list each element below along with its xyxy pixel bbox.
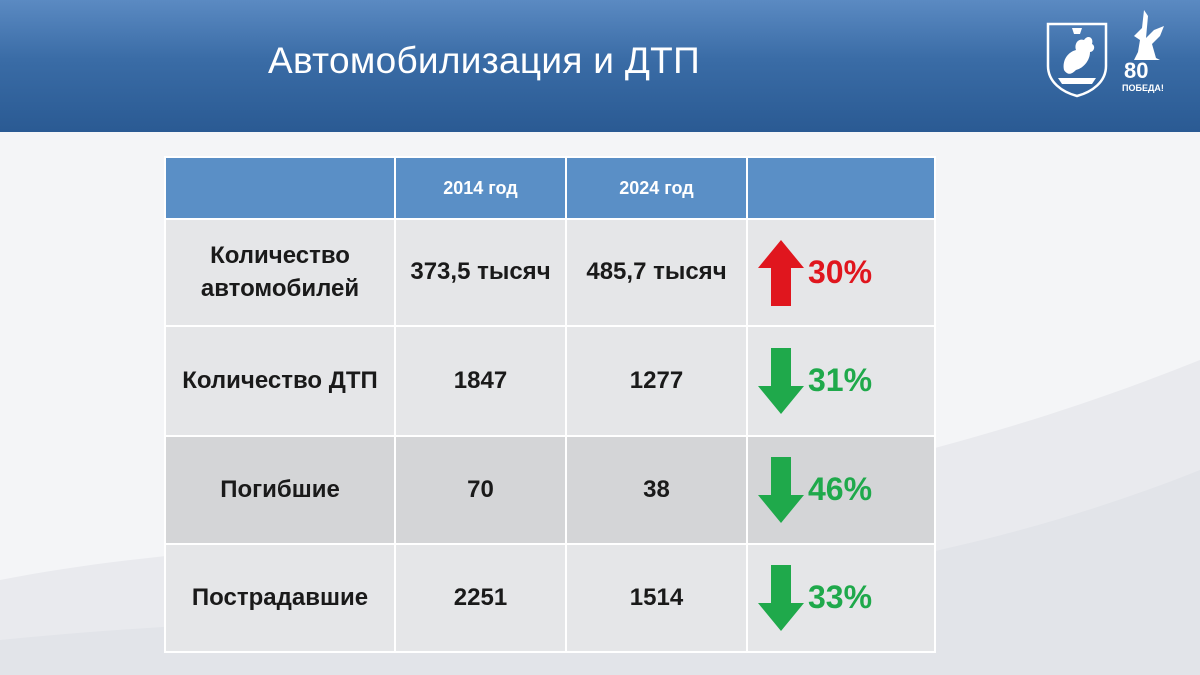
row-label: Погибшие bbox=[164, 435, 396, 545]
change-cell: 30% bbox=[746, 218, 936, 327]
table-row: Пострадавшие 2251 1514 33% bbox=[164, 543, 936, 653]
slide-header: Автомобилизация и ДТП 80 ПОБЕДА! bbox=[0, 0, 1200, 132]
row-label: Количество автомобилей bbox=[164, 218, 396, 327]
table-row: Погибшие 70 38 46% bbox=[164, 435, 936, 545]
value-2024: 1514 bbox=[565, 543, 748, 653]
change-cell: 46% bbox=[746, 435, 936, 545]
header-change-cell bbox=[746, 156, 936, 220]
arrow-up-icon bbox=[758, 239, 804, 306]
table-header-row: 2014 год 2024 год bbox=[164, 156, 936, 220]
victory-text: ПОБЕДА! bbox=[1122, 83, 1164, 93]
value-2014: 1847 bbox=[394, 325, 567, 437]
change-percent: 33% bbox=[808, 579, 873, 616]
arrow-down-icon bbox=[758, 457, 804, 523]
header-2014: 2014 год bbox=[394, 156, 567, 220]
row-label: Пострадавшие bbox=[164, 543, 396, 653]
value-2024: 485,7 тысяч bbox=[565, 218, 748, 327]
change-cell: 31% bbox=[746, 325, 936, 437]
change-percent: 46% bbox=[808, 471, 873, 508]
table-row: Количество автомобилей 373,5 тысяч 485,7… bbox=[164, 218, 936, 327]
slide-title: Автомобилизация и ДТП bbox=[268, 40, 700, 81]
arrow-down-icon bbox=[758, 348, 804, 414]
header-label-cell bbox=[164, 156, 396, 220]
statistics-table: 2014 год 2024 год Количество автомобилей… bbox=[164, 156, 936, 653]
row-label: Количество ДТП bbox=[164, 325, 396, 437]
change-percent: 30% bbox=[808, 253, 873, 290]
value-2014: 373,5 тысяч bbox=[394, 218, 567, 327]
change-cell: 33% bbox=[746, 543, 936, 653]
table-row: Количество ДТП 1847 1277 31% bbox=[164, 325, 936, 437]
value-2014: 70 bbox=[394, 435, 567, 545]
kazan-coat-of-arms-icon bbox=[1046, 22, 1108, 98]
victory-number: 80 bbox=[1124, 58, 1149, 83]
victory-80-emblem-icon bbox=[1134, 10, 1164, 60]
value-2024: 1277 bbox=[565, 325, 748, 437]
header-2024: 2024 год bbox=[565, 156, 748, 220]
arrow-down-icon bbox=[758, 565, 804, 631]
value-2024: 38 bbox=[565, 435, 748, 545]
change-percent: 31% bbox=[808, 362, 873, 399]
value-2014: 2251 bbox=[394, 543, 567, 653]
